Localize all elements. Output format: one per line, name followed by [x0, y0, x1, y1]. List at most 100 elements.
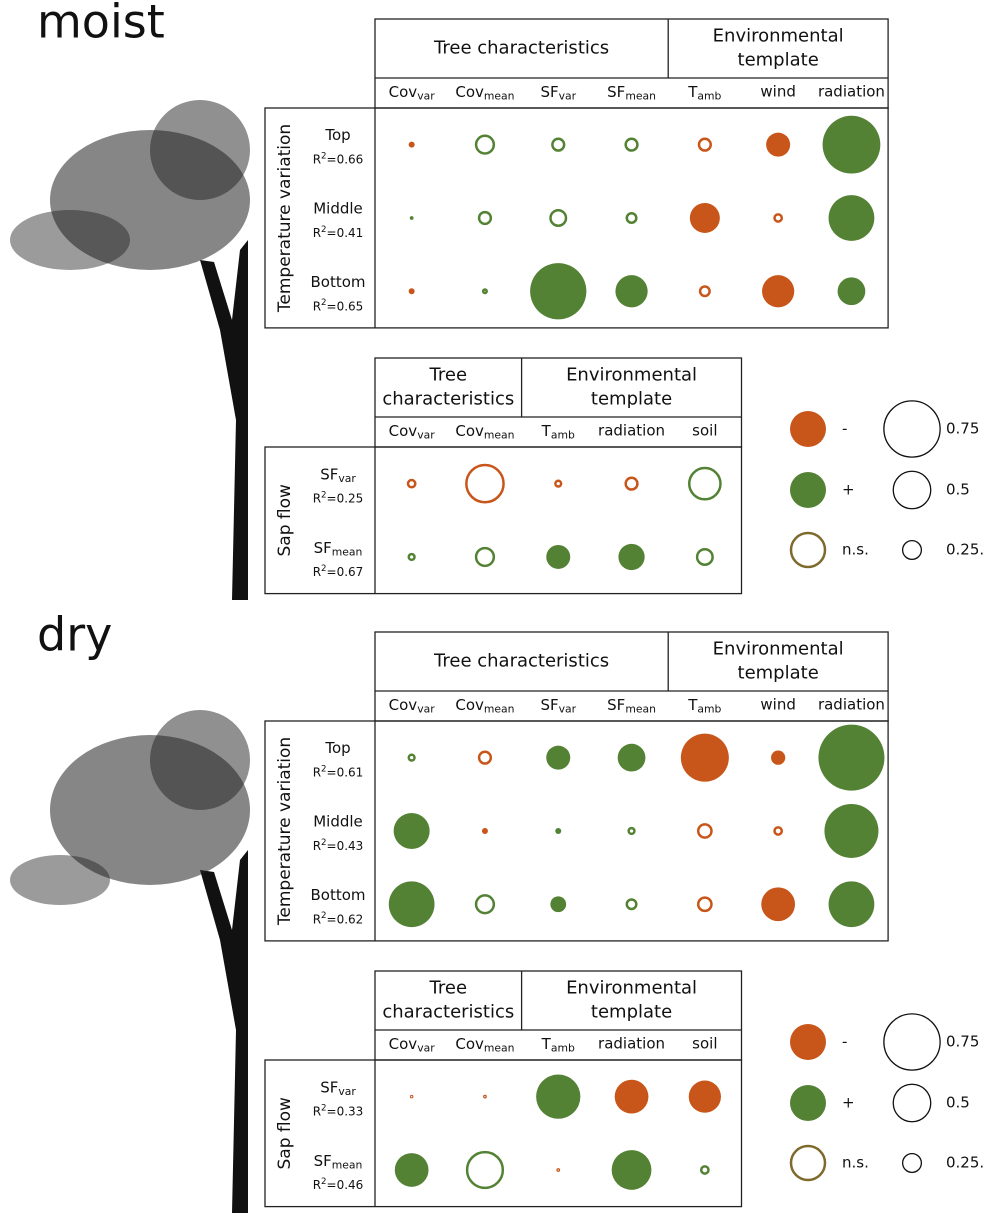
effect-bubble: [762, 275, 794, 307]
effect-bubble: [555, 828, 561, 834]
effect-bubble: [698, 898, 711, 911]
tree-dry: [10, 710, 250, 1213]
effect-bubble: [629, 828, 635, 834]
effect-bubble: [615, 1080, 649, 1114]
figure: moistTemperature variationTree character…: [0, 0, 992, 1213]
row-label: Bottom: [310, 273, 365, 291]
column-label: SFvar: [540, 83, 576, 103]
column-label-sub: var: [417, 429, 435, 442]
legend-size-swatch: [903, 541, 922, 560]
effect-bubble: [618, 544, 644, 570]
effect-bubble: [612, 1150, 652, 1190]
row-fit-base: R: [313, 912, 321, 926]
column-label-base: Cov: [455, 1035, 484, 1053]
row-label: SFvar: [320, 465, 356, 485]
column-label-sub: mean: [625, 703, 656, 716]
effect-bubble: [408, 480, 415, 487]
column-label: soil: [692, 422, 717, 440]
column-label-base: Cov: [389, 83, 418, 101]
column-label: radiation: [818, 83, 885, 101]
row-fit: R2=0.65: [313, 298, 364, 313]
group-header: template: [738, 663, 819, 684]
effect-bubble: [775, 214, 782, 221]
column-label: Covmean: [455, 1035, 514, 1055]
legend-effect-swatch: [790, 1024, 826, 1060]
column-label-sub: mean: [484, 703, 515, 716]
effect-bubble: [530, 263, 586, 319]
effect-bubble: [824, 804, 878, 858]
legend-effect-label: n.s.: [842, 1154, 869, 1172]
legend-size-swatch: [903, 1154, 922, 1173]
row-fit: R2=0.25: [313, 490, 364, 505]
column-label-sub: var: [559, 703, 577, 716]
row-fit-rest: =0.33: [327, 1104, 364, 1118]
column-label: Tamb: [541, 1035, 575, 1055]
row-fit: R2=0.61: [313, 764, 364, 779]
effect-bubble: [479, 752, 491, 764]
legend-size-swatch: [884, 401, 940, 457]
row-fit-rest: =0.62: [327, 912, 364, 926]
legend-size-swatch: [893, 1084, 931, 1122]
row-fit-base: R: [313, 299, 321, 313]
effect-bubble: [483, 290, 487, 294]
column-label: Covmean: [455, 696, 514, 716]
effect-bubble: [409, 288, 415, 294]
group-header: template: [738, 50, 819, 71]
row-group-label: Sap flow: [275, 484, 295, 557]
legend-effect-swatch: [790, 472, 826, 508]
legend-size-label: 0.5: [946, 1094, 970, 1112]
column-label: Covvar: [389, 83, 436, 103]
effect-bubble: [476, 136, 494, 154]
legend-effect-swatch: [790, 411, 826, 447]
effect-bubble: [700, 287, 710, 297]
effect-bubble: [558, 1169, 559, 1170]
effect-bubble: [467, 1152, 503, 1188]
column-label-base: SF: [540, 696, 558, 714]
row-label: Middle: [313, 199, 363, 217]
row-label-base: SF: [314, 1151, 332, 1169]
row-fit-rest: =0.67: [327, 564, 364, 578]
column-label-base: Cov: [455, 83, 484, 101]
row-label-base: SF: [320, 465, 338, 483]
group-header: Tree: [429, 978, 468, 999]
column-label-base: Cov: [389, 696, 418, 714]
column-label-base: SF: [607, 83, 625, 101]
crown: [10, 855, 110, 905]
row-label-base: SF: [314, 538, 332, 556]
effect-bubble: [829, 195, 875, 241]
row-label: SFmean: [314, 1151, 363, 1171]
effect-bubble: [395, 1153, 429, 1187]
group-header: Tree characteristics: [433, 651, 609, 672]
effect-bubble: [466, 465, 503, 502]
column-label-base: SF: [607, 696, 625, 714]
effect-bubble: [627, 213, 637, 223]
column-label: Covvar: [389, 1035, 436, 1055]
effect-bubble: [409, 142, 415, 148]
effect-bubble: [410, 216, 414, 220]
effect-bubble: [409, 554, 415, 560]
effect-bubble: [698, 824, 711, 837]
body-frame: [265, 721, 888, 941]
effect-bubble: [761, 887, 795, 921]
legend-effect-label: +: [842, 481, 855, 499]
column-label: Covvar: [389, 696, 436, 716]
row-fit-base: R: [313, 1177, 321, 1191]
row-label: SFmean: [314, 538, 363, 558]
row-group-label: Temperature variation: [275, 737, 295, 926]
crown: [150, 100, 250, 200]
column-label-sub: var: [417, 90, 435, 103]
row-fit: R2=0.62: [313, 911, 364, 926]
column-label: radiation: [598, 1035, 665, 1053]
effect-bubble: [484, 1096, 485, 1097]
row-fit: R2=0.41: [313, 224, 364, 239]
group-header: Tree characteristics: [433, 38, 609, 59]
effect-bubble: [482, 828, 488, 834]
effect-bubble: [699, 139, 711, 151]
effect-bubble: [818, 725, 884, 791]
legend-size-label: 0.5: [946, 481, 970, 499]
row-fit-rest: =0.25: [327, 491, 364, 505]
row-fit-base: R: [313, 564, 321, 578]
effect-bubble: [546, 746, 570, 770]
column-label-sub: amb: [551, 429, 575, 442]
effect-bubble: [536, 1075, 580, 1119]
